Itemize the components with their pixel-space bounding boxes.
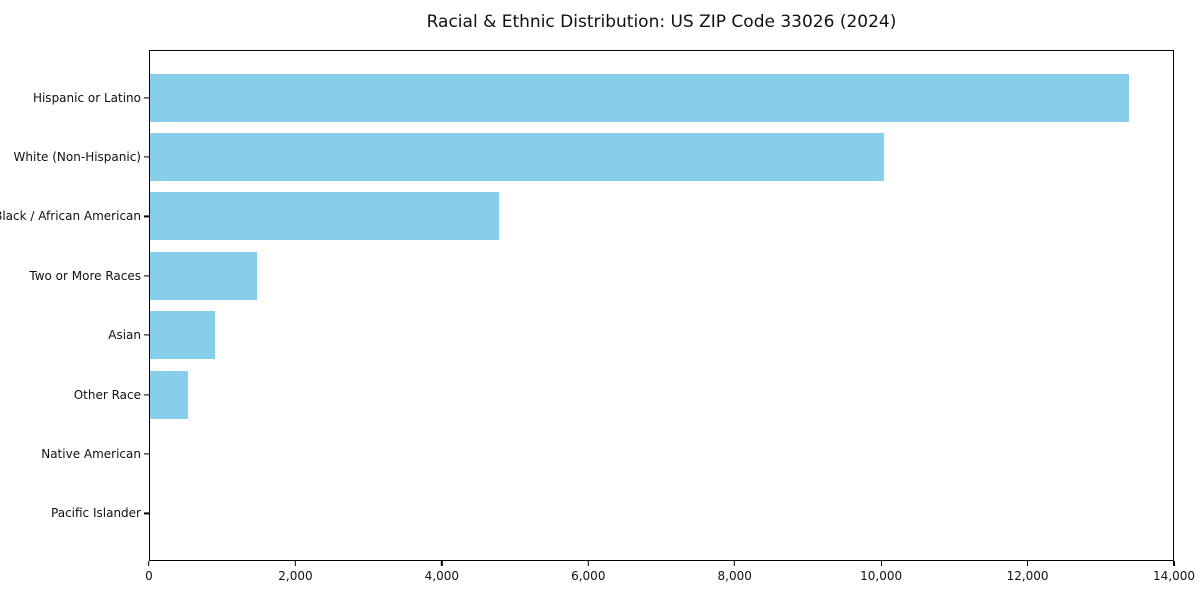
x-tick: 12,000 [1007, 561, 1049, 583]
x-tick: 8,000 [718, 561, 752, 583]
y-tick-mark [144, 156, 149, 158]
bars-container: Hispanic or Latino White (Non-Hispanic) Bl… [0, 51, 1173, 560]
y-tick-mark [144, 393, 149, 396]
x-tick: 6,000 [571, 561, 605, 583]
bar [150, 311, 216, 360]
x-tick-mark [441, 561, 443, 566]
x-tick-label: 8,000 [717, 568, 752, 583]
x-tick-mark [1026, 561, 1029, 566]
y-tick-mark [144, 453, 149, 455]
bar-row: Pacific Islander [51, 484, 1173, 543]
y-tick-mark [144, 215, 149, 218]
bar-row: Native American [41, 424, 1173, 483]
x-axis-ticks: 0 2,000 4,000 6,000 8,000 10,000 12,000 14,000 [145, 561, 1195, 595]
chart-title: Racial & Ethnic Distribution: US ZIP Cod… [426, 12, 897, 32]
category-label: Other Race [73, 387, 141, 402]
bar [150, 251, 258, 300]
bar [150, 192, 500, 241]
x-tick-label: 6,000 [571, 568, 606, 583]
x-tick-label: 12,000 [1006, 568, 1049, 583]
x-tick: 10,000 [860, 561, 902, 583]
category-label: Native American [41, 446, 141, 461]
x-tick-mark [587, 561, 589, 566]
bar [150, 370, 188, 419]
x-tick-label: 0 [145, 568, 153, 583]
x-tick-mark [294, 561, 297, 566]
x-tick-label: 10,000 [860, 568, 903, 583]
x-tick: 2,000 [278, 561, 313, 583]
bar-row: Black / African American [0, 187, 1173, 246]
x-tick: 14,000 [1153, 561, 1195, 583]
x-tick-mark [734, 561, 736, 566]
bar-row: Hispanic or Latino [33, 68, 1173, 127]
x-tick: 0 [145, 561, 153, 583]
x-tick-mark [1173, 561, 1175, 566]
y-tick-mark [144, 512, 149, 514]
bar-row: Asian [108, 306, 1173, 365]
category-label: White (Non-Hispanic) [13, 150, 141, 165]
category-label: Pacific Islander [51, 506, 141, 521]
category-label: Two or More Races [29, 268, 141, 283]
plot-area: Hispanic or Latino White (Non-Hispanic) Bl… [0, 50, 1174, 561]
bar-row: Other Race [74, 365, 1173, 424]
category-label: Hispanic or Latino [32, 90, 141, 105]
x-tick-label: 4,000 [424, 568, 460, 583]
x-tick-mark [880, 561, 882, 566]
category-label: Black / African American [0, 209, 141, 224]
bar [150, 133, 885, 182]
y-tick-mark [144, 97, 149, 99]
x-tick-label: 2,000 [278, 568, 313, 583]
y-tick-mark [144, 334, 149, 336]
y-tick-mark [144, 275, 149, 277]
x-tick: 4,000 [425, 561, 459, 583]
x-tick-mark [148, 561, 150, 566]
category-label: Asian [108, 328, 141, 343]
bar [150, 73, 1130, 122]
bar-row: White (Non-Hispanic) [14, 127, 1173, 186]
bar-row: Two or More Races [29, 246, 1173, 305]
x-tick-label: 14,000 [1153, 568, 1195, 583]
